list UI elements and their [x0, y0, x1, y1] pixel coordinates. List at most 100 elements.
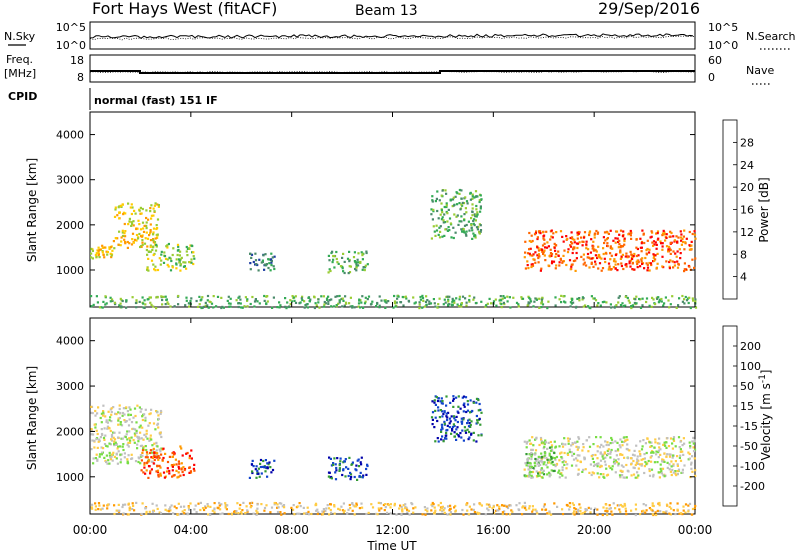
range-gate-cell [439, 409, 442, 412]
range-gate-cell [575, 511, 578, 514]
range-gate-cell [466, 428, 469, 431]
range-gate-cell [642, 232, 645, 235]
range-gate-cell [384, 299, 387, 302]
range-gate-cell [278, 502, 281, 505]
range-gate-cell [612, 266, 615, 269]
range-gate-cell [355, 464, 358, 467]
range-gate-cell [445, 415, 448, 418]
range-gate-cell [327, 507, 331, 510]
range-gate-cell [260, 472, 263, 475]
range-gate-cell [576, 448, 579, 451]
range-gate-cell [575, 251, 578, 255]
range-gate-cell [480, 504, 483, 507]
range-gate-cell [333, 457, 336, 460]
range-gate-cell [176, 253, 179, 257]
range-gate-cell [561, 260, 564, 263]
range-gate-cell [570, 265, 573, 268]
range-gate-cell [148, 439, 151, 442]
range-gate-cell [449, 198, 452, 201]
range-gate-cell [530, 448, 533, 452]
range-gate-cell [479, 230, 482, 233]
range-gate-cell [90, 506, 93, 509]
range-gate-cell [659, 510, 662, 513]
range-gate-cell [113, 504, 116, 507]
range-gate-cell [168, 256, 171, 259]
range-gate-cell [593, 248, 596, 251]
range-gate-cell [549, 238, 552, 241]
range-gate-cell [119, 411, 122, 415]
range-gate-cell [625, 447, 628, 451]
range-gate-cell [609, 466, 612, 470]
range-gate-cell [568, 505, 572, 508]
range-gate-cell [478, 232, 481, 235]
range-gate-cell [650, 468, 654, 471]
range-gate-cell [682, 235, 685, 238]
range-gate-cell [609, 268, 612, 271]
range-gate-cell [133, 209, 136, 212]
range-gate-cell [96, 446, 99, 449]
range-gate-cell [422, 299, 425, 302]
range-gate-cell [694, 257, 697, 260]
range-gate-cell [431, 195, 434, 198]
range-gate-cell [156, 203, 159, 206]
range-gate-cell [619, 503, 623, 507]
range-gate-cell [479, 207, 482, 210]
colorbar-tick-label: 16 [740, 204, 754, 217]
range-gate-cell [679, 257, 682, 260]
range-gate-cell [550, 444, 554, 447]
range-gate-cell [468, 422, 471, 425]
range-gate-cell [650, 460, 653, 463]
range-gate-cell [606, 231, 609, 234]
range-gate-cell [610, 510, 613, 513]
range-gate-cell [408, 513, 411, 516]
range-gate-cell [270, 258, 273, 261]
range-gate-cell [130, 212, 133, 216]
range-gate-cell [108, 462, 111, 465]
range-gate-cell [100, 306, 103, 309]
range-gate-cell [461, 429, 464, 432]
range-gate-cell [96, 412, 99, 415]
range-gate-cell [134, 434, 137, 437]
range-gate-cell [359, 461, 362, 464]
range-gate-cell [636, 263, 639, 266]
range-gate-cell [663, 302, 666, 305]
range-gate-cell [676, 455, 679, 458]
range-gate-cell [430, 503, 433, 506]
range-gate-cell [596, 304, 599, 307]
range-gate-cell [634, 476, 637, 479]
range-gate-cell [400, 513, 403, 516]
range-gate-cell [118, 211, 121, 214]
range-gate-cell [644, 511, 647, 514]
range-gate-cell [623, 502, 626, 506]
freq-right-tick-bottom: 0 [708, 71, 715, 84]
range-gate-cell [114, 441, 117, 444]
range-gate-cell [434, 403, 437, 406]
range-gate-cell [465, 503, 468, 506]
range-gate-cell [180, 447, 183, 450]
range-gate-cell [118, 509, 121, 512]
x-tick-label: 08:00 [274, 523, 309, 537]
range-gate-cell [668, 463, 671, 466]
range-gate-cell [528, 231, 531, 235]
range-gate-cell [636, 458, 639, 461]
range-gate-cell [554, 249, 557, 252]
range-gate-cell [600, 257, 603, 260]
range-gate-cell [544, 451, 547, 454]
range-gate-cell [425, 303, 428, 306]
range-gate-cell [487, 509, 490, 512]
range-gate-cell [155, 441, 158, 444]
range-gate-cell [631, 268, 634, 271]
range-gate-cell [267, 463, 270, 466]
range-gate-cell [693, 457, 696, 460]
range-gate-cell [360, 463, 363, 466]
range-gate-cell [141, 239, 144, 242]
range-gate-cell [305, 512, 308, 515]
range-gate-cell [642, 503, 645, 506]
range-gate-cell [104, 303, 107, 306]
range-gate-cell [187, 506, 190, 509]
range-gate-cell [606, 237, 609, 240]
range-gate-cell [663, 460, 666, 463]
range-gate-cell [164, 303, 167, 306]
range-gate-cell [334, 295, 337, 298]
range-gate-cell [128, 441, 132, 444]
